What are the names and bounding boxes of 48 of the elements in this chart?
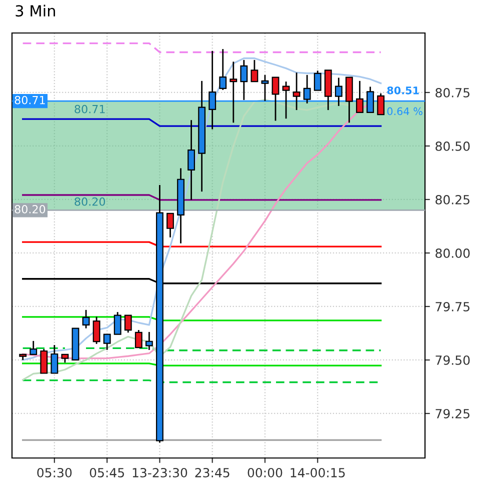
y-tick-label: 79.50 [436,355,470,365]
candlestick [145,331,153,351]
candlestick [50,344,58,374]
candlestick [103,334,111,351]
candlestick [282,80,290,120]
chart-title: 3 Min [16,4,55,17]
candlestick [240,59,248,101]
candlestick [314,70,322,92]
text: 80.51 [387,86,419,94]
candlestick [208,50,216,130]
candlestick [230,60,238,124]
ref-line-label: 80.71 [14,96,45,104]
candlestick [356,80,364,114]
ref-line-label: 80.20 [14,205,46,214]
candlestick [92,316,100,345]
x-tick-label: 23:45 [195,468,230,478]
candlestick [219,48,227,91]
x-tick-label: 13-23:30 [132,468,188,478]
x-tick-label: 05:30 [37,468,72,478]
candlestick [124,314,132,334]
x-tick-label: 14-00:15 [290,468,345,478]
candlestick [188,119,195,201]
candlestick [303,74,311,104]
candlestick [40,348,48,374]
annotation: 80.71 [74,104,105,114]
candlestick [345,76,353,124]
candlestick [366,86,374,114]
y-tick-label: 80.25 [436,194,470,204]
annotation: 80.20 [74,197,106,206]
candlestick [166,212,174,238]
candlestick [134,329,142,348]
y-tick-label: 79.25 [436,408,470,418]
y-tick-label: 80.50 [436,141,470,151]
candlestick [334,77,342,107]
y-tick-label: 79.75 [436,302,470,312]
candlestick [292,72,300,111]
y-tick-label: 80.75 [436,88,470,98]
y-tick-label: 80.00 [436,248,470,258]
x-tick-label: 00:00 [248,468,282,478]
text: 0.64 % [387,107,422,116]
candlestick [82,309,90,330]
candlestick [272,76,280,122]
candlestick [377,92,384,116]
candlestick [30,340,38,356]
candlestick [114,311,122,336]
candlestick [250,59,258,82]
x-tick-label: 05:45 [90,468,124,478]
candlestick [261,74,269,102]
